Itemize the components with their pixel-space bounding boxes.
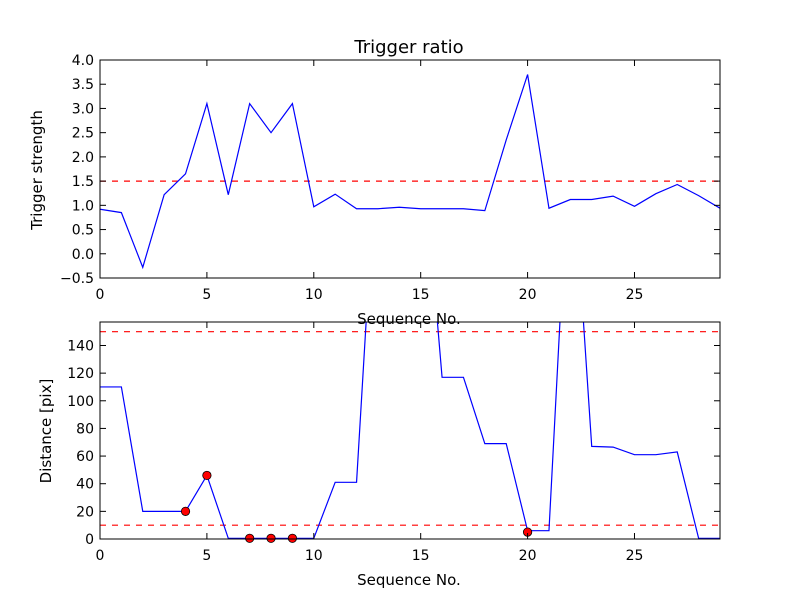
x-tick-label: 10 — [305, 548, 323, 564]
y-tick-label: 140 — [67, 338, 94, 354]
x-tick-label: 25 — [626, 548, 644, 564]
x-tick-label: 5 — [202, 287, 211, 303]
y-tick-label: 3.5 — [72, 77, 94, 93]
y-tick-label: 60 — [76, 449, 94, 465]
x-tick-label: 25 — [626, 287, 644, 303]
data-point-marker — [245, 533, 255, 543]
x-tick-label: 15 — [412, 287, 430, 303]
y-tick-label: 0.5 — [72, 223, 94, 239]
distance-panel: Distance [pix] Sequence No. 0 5 10 15 20 25 0 2… — [37, 321, 721, 589]
y-tick-label: 20 — [76, 504, 94, 520]
axes-frame — [99, 321, 721, 540]
y-tick-label: −0.5 — [60, 271, 94, 287]
y-tick-label: 4.0 — [72, 53, 94, 69]
x-tick-label: 10 — [305, 287, 323, 303]
series-line — [100, 74, 720, 270]
x-tick-label: 20 — [519, 287, 537, 303]
x-tick-label: 20 — [519, 548, 537, 564]
data-point-marker — [287, 533, 298, 543]
plot-area — [100, 74, 720, 270]
x-tick-label: 5 — [202, 548, 211, 564]
chart-title: Trigger ratio — [353, 37, 463, 58]
trigger-ratio-panel: Trigger ratio Trigger strength Sequence … — [28, 37, 721, 328]
plot-area — [100, 322, 720, 539]
y-tick-label: 80 — [76, 421, 94, 437]
axes-frame — [99, 59, 721, 279]
y-tick-label: 0.0 — [72, 247, 94, 263]
y-tick-label: 1.5 — [72, 174, 94, 190]
x-tick-label: 0 — [96, 548, 105, 564]
y-axis-label: Distance [pix] — [37, 379, 55, 484]
y-tick-label: 1.0 — [72, 198, 94, 214]
x-axis-label: Sequence No. — [357, 310, 461, 328]
y-tick-label: 0 — [85, 532, 94, 548]
data-point-marker — [266, 533, 276, 543]
y-tick-label: 2.0 — [72, 150, 94, 166]
series-line — [100, 322, 720, 539]
y-tick-label: 2.5 — [72, 126, 94, 142]
y-tick-label: 40 — [76, 477, 94, 493]
y-axis-label: Trigger strength — [28, 110, 46, 231]
data-point-marker — [180, 506, 191, 516]
x-tick-label: 0 — [96, 287, 105, 303]
x-axis-label: Sequence No. — [357, 571, 461, 589]
y-tick-label: 3.0 — [72, 101, 94, 117]
y-tick-label: 120 — [67, 366, 94, 382]
x-tick-label: 15 — [412, 548, 430, 564]
y-tick-label: 100 — [67, 394, 94, 410]
data-point-marker — [202, 470, 212, 481]
